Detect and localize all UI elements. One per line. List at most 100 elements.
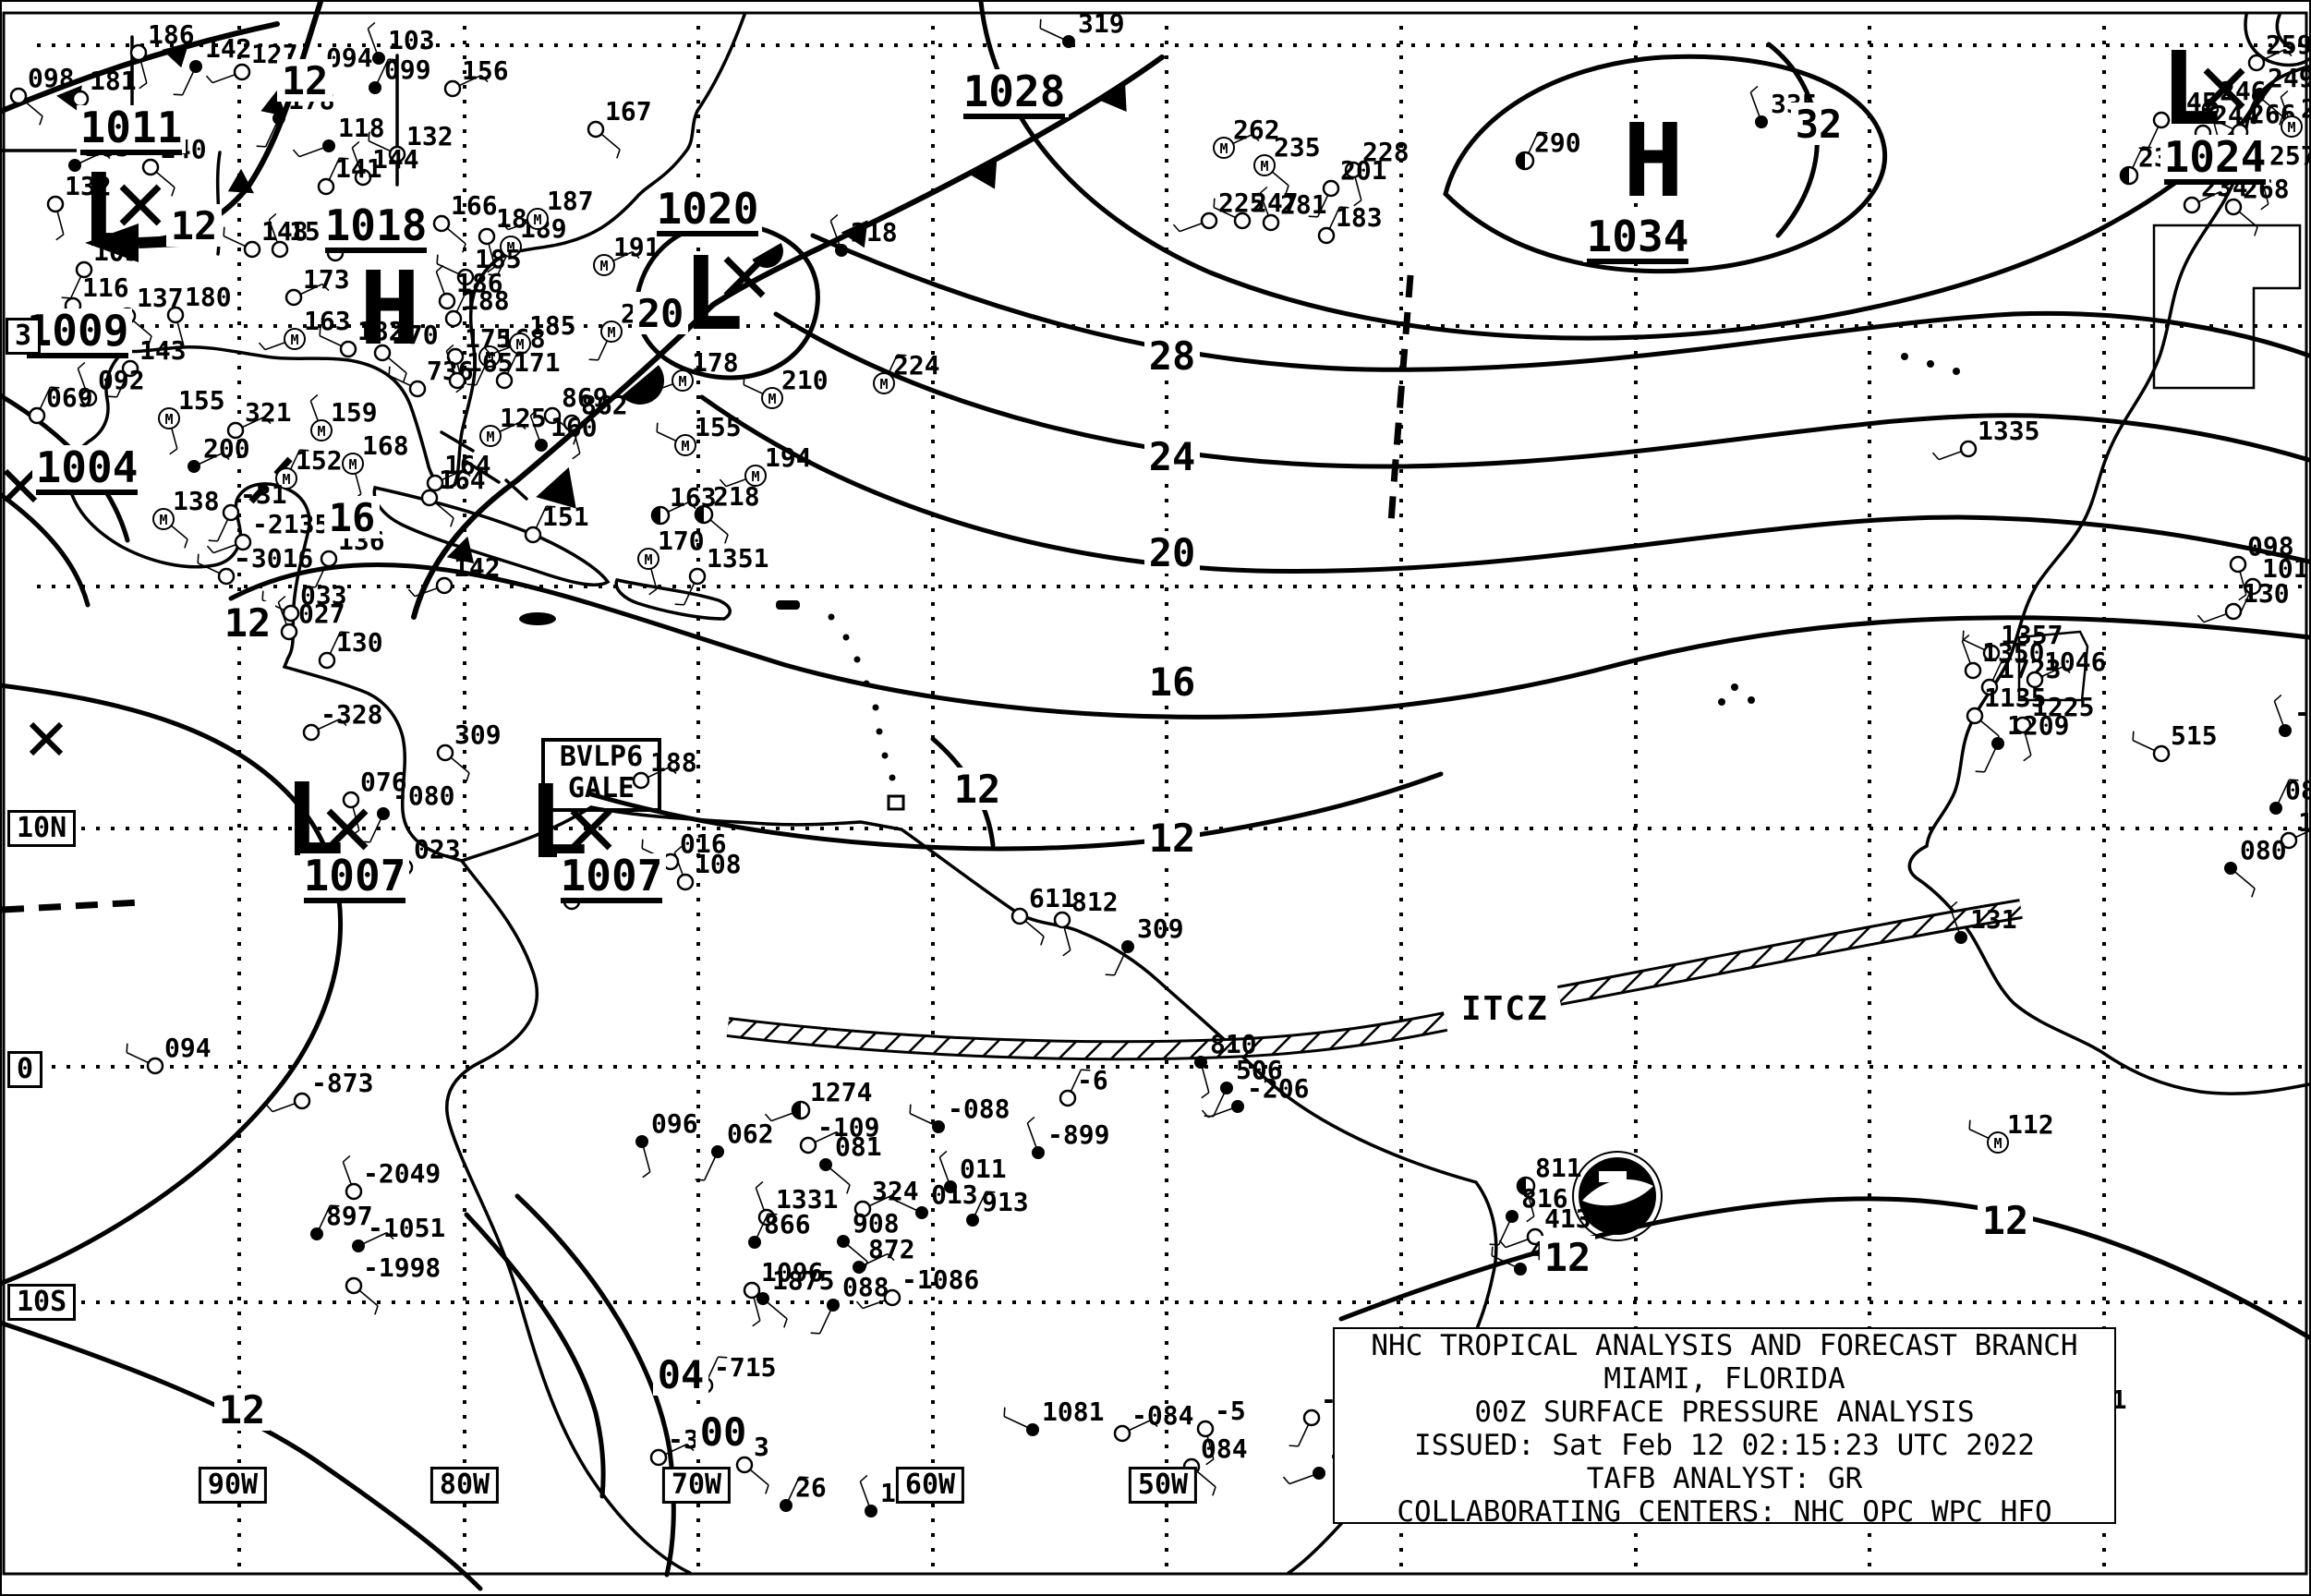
lat-label-10n: 10N	[7, 810, 77, 847]
svg-text:164: 164	[439, 465, 486, 495]
station-plot: -715	[696, 1352, 776, 1395]
svg-text:309: 309	[454, 719, 502, 750]
svg-text:023: 023	[414, 834, 461, 864]
svg-text:098: 098	[2247, 531, 2294, 562]
svg-text:M: M	[681, 438, 689, 454]
svg-text:M: M	[1993, 1135, 2002, 1152]
isobar-labels: 12 12 32 28 24 20 20 16 16 12 12 12 12 12 12 00 04	[166, 58, 2033, 1455]
svg-text:1357: 1357	[2001, 620, 2063, 650]
station-plot: 897	[310, 1201, 373, 1240]
station-plot: -31	[208, 479, 287, 542]
svg-text:092: 092	[98, 365, 145, 395]
svg-text:816: 816	[1521, 1183, 1568, 1214]
station-plot: 164	[426, 450, 491, 492]
svg-text:069: 069	[46, 382, 93, 413]
station-plot: 181	[71, 66, 137, 136]
isobar-label: 16	[1149, 659, 1196, 705]
station-plot: 812	[1053, 887, 1119, 957]
station-plot: 118	[292, 113, 385, 158]
station-plot: 1331	[755, 1180, 838, 1227]
svg-text:076: 076	[360, 767, 407, 797]
svg-text:1011: 1011	[80, 103, 183, 152]
svg-text:281: 281	[1280, 189, 1327, 220]
svg-text:M: M	[607, 324, 615, 341]
station-plot: M 155	[158, 385, 225, 455]
svg-text:170: 170	[658, 526, 705, 556]
station-plot: -2049	[342, 1155, 441, 1201]
svg-text:235: 235	[1274, 132, 1321, 163]
svg-text:027: 027	[298, 598, 345, 629]
station-plot: 321	[226, 397, 292, 440]
svg-text:811: 811	[1535, 1153, 1582, 1183]
station-plot: -084	[1113, 1400, 1193, 1443]
svg-text:1007: 1007	[561, 851, 663, 901]
station-plot: 324	[853, 1176, 919, 1218]
station-plot: -899	[1026, 1116, 1109, 1159]
svg-text:262: 262	[1233, 115, 1280, 145]
svg-text:M: M	[678, 373, 686, 390]
station-plot: 141	[317, 153, 382, 196]
svg-text:611: 611	[1029, 883, 1076, 913]
svg-text:M: M	[879, 376, 888, 393]
svg-text:194: 194	[765, 442, 812, 473]
station-plot: 151	[524, 502, 589, 544]
svg-text:1004: 1004	[36, 442, 139, 492]
svg-text:1209: 1209	[2007, 710, 2069, 741]
svg-text:862: 862	[581, 390, 628, 420]
left-edge-lat-label: 3	[6, 318, 42, 355]
svg-text:062: 062	[727, 1118, 774, 1149]
title-line-city: MIAMI, FLORIDA	[1603, 1362, 1845, 1396]
svg-text:1046: 1046	[2044, 647, 2106, 677]
station-plot: M 163	[258, 306, 351, 351]
svg-text:-3016: -3016	[236, 543, 313, 574]
isobar-label: 12	[219, 1387, 266, 1433]
station-plot: M 235	[1253, 132, 1321, 195]
station-plot: 908	[837, 1208, 900, 1271]
svg-text:1020: 1020	[657, 184, 759, 234]
station-plot: 611	[1010, 883, 1076, 946]
isobar-label: 24	[1149, 434, 1196, 479]
svg-text:180: 180	[185, 282, 232, 312]
svg-text:152: 152	[296, 445, 343, 476]
svg-text:1274: 1274	[810, 1077, 872, 1107]
station-plot: 076	[342, 767, 407, 837]
svg-text:105: 105	[2298, 807, 2311, 838]
svg-text:-206: -206	[1247, 1073, 1309, 1104]
svg-text:163: 163	[304, 306, 351, 336]
isobar-label: 12	[282, 58, 329, 103]
svg-text:098: 098	[28, 63, 75, 93]
station-plot: 1096	[743, 1257, 823, 1327]
station-plot: 164	[420, 465, 486, 527]
station-plot: -6	[1059, 1065, 1108, 1107]
svg-text:-5: -5	[1215, 1396, 1246, 1426]
station-plot: 1350	[1961, 634, 2044, 680]
svg-text:-6: -6	[1077, 1065, 1108, 1095]
isobar-label: 20	[637, 291, 684, 336]
svg-text:088: 088	[842, 1272, 889, 1302]
station-plot: 142	[407, 552, 501, 598]
isobar-label: 28	[1149, 333, 1196, 379]
svg-text:182: 182	[357, 316, 405, 346]
station-plot: M 159	[309, 393, 378, 441]
isobar-label: 12	[1544, 1235, 1591, 1280]
svg-text:324: 324	[872, 1176, 919, 1206]
station-plot: 1046	[2026, 647, 2106, 689]
station-plot: -1051	[352, 1213, 445, 1252]
station-plot: M 138	[152, 486, 220, 549]
station-plot: 1081	[1003, 1396, 1104, 1436]
station-plot: 1335	[1931, 416, 2039, 461]
svg-text:M: M	[2287, 119, 2295, 136]
station-plot: 171	[495, 347, 561, 390]
svg-text:155: 155	[695, 412, 742, 442]
station-plot: 247	[1213, 187, 1299, 230]
svg-text:173: 173	[303, 264, 350, 295]
svg-text:155: 155	[178, 385, 225, 416]
svg-text:-088: -088	[948, 1094, 1010, 1124]
svg-text:200: 200	[203, 433, 250, 464]
isobar-label: 12	[1982, 1198, 2029, 1243]
svg-text:-2135: -2135	[252, 509, 330, 539]
svg-text:-899: -899	[1047, 1119, 1109, 1150]
svg-text:1331: 1331	[776, 1184, 838, 1215]
station-plot: -873	[265, 1068, 373, 1113]
